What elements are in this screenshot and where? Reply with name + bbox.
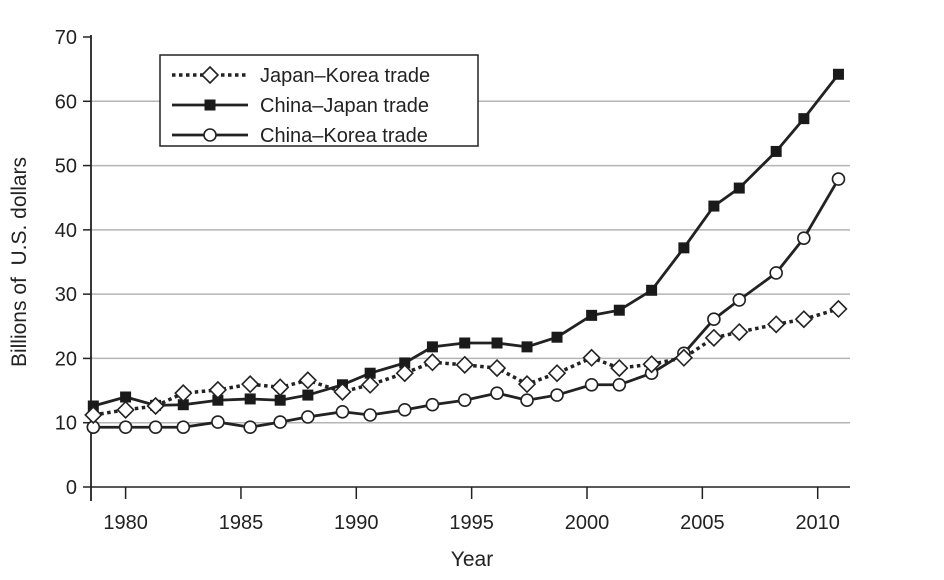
data-point-circle bbox=[769, 266, 783, 280]
data-point-square bbox=[798, 113, 810, 125]
x-tick-label: 1980 bbox=[103, 512, 148, 534]
data-point-square bbox=[399, 357, 411, 369]
data-point-diamond bbox=[547, 364, 567, 383]
legend-label: China–Korea trade bbox=[260, 125, 428, 147]
data-point-circle bbox=[273, 415, 287, 429]
data-point-circle bbox=[490, 386, 504, 400]
data-point-square bbox=[274, 394, 286, 406]
gridlines bbox=[91, 100, 850, 424]
axes: 0 10 20 30 40 50 60 70 1980 1985 1990 1995 2000 2005 2… bbox=[55, 27, 850, 534]
legend-label: Japan–Korea trade bbox=[260, 65, 430, 87]
data-point-diamond bbox=[767, 315, 786, 334]
data-point-square bbox=[426, 341, 438, 353]
y-tick-label: 0 bbox=[66, 477, 77, 499]
data-point-square bbox=[708, 200, 720, 212]
data-point-square bbox=[613, 304, 625, 316]
data-point-diamond bbox=[610, 358, 629, 378]
data-point-square bbox=[491, 337, 503, 349]
data-point-diamond bbox=[423, 353, 442, 372]
data-point-diamond bbox=[174, 384, 193, 403]
data-point-circle bbox=[457, 393, 472, 408]
data-point-square bbox=[212, 394, 224, 406]
data-point-diamond bbox=[455, 355, 474, 374]
data-point-circle bbox=[363, 408, 377, 422]
data-point-diamond bbox=[704, 328, 724, 347]
data-point-circle bbox=[335, 404, 350, 419]
data-point-square bbox=[678, 242, 690, 254]
data-point-square bbox=[302, 389, 314, 401]
y-tick-label: 10 bbox=[55, 413, 77, 435]
data-point-square bbox=[733, 182, 745, 194]
data-point-diamond bbox=[298, 371, 317, 390]
data-point-circle bbox=[148, 420, 163, 435]
data-point-circle bbox=[211, 415, 225, 429]
data-point-diamond bbox=[116, 400, 135, 419]
data-point-circle bbox=[612, 377, 627, 392]
y-tick-label: 50 bbox=[55, 156, 77, 178]
data-point-square bbox=[770, 145, 782, 157]
data-point-diamond bbox=[487, 358, 507, 378]
data-point-square bbox=[204, 99, 216, 111]
data-point-circle bbox=[425, 397, 440, 412]
data-point-square bbox=[177, 399, 189, 411]
data-point-circle bbox=[732, 293, 747, 307]
data-point-square bbox=[586, 309, 598, 321]
data-point-diamond bbox=[730, 322, 749, 342]
x-tick-label: 2010 bbox=[795, 512, 840, 534]
data-point-diamond bbox=[271, 378, 290, 397]
data-point-square bbox=[120, 391, 132, 403]
data-point-diamond bbox=[208, 380, 228, 400]
data-point-circle bbox=[118, 420, 133, 435]
data-point-circle bbox=[243, 420, 257, 435]
data-point-circle bbox=[584, 377, 599, 392]
data-point-square bbox=[364, 367, 376, 379]
data-point-diamond bbox=[200, 65, 220, 85]
data-point-diamond bbox=[395, 364, 414, 383]
data-point-diamond bbox=[146, 396, 165, 416]
data-point-square bbox=[551, 331, 563, 343]
data-point-diamond bbox=[84, 405, 103, 425]
data-point-square bbox=[832, 68, 844, 80]
data-point-diamond bbox=[241, 375, 260, 394]
legend: Japan–Korea trade China–Japan trade China–… bbox=[159, 54, 479, 147]
data-point-square bbox=[521, 341, 533, 353]
data-point-diamond bbox=[361, 375, 380, 394]
x-tick-label: 1990 bbox=[334, 512, 379, 534]
data-point-circle bbox=[797, 231, 811, 246]
y-tick-label: 30 bbox=[55, 284, 77, 306]
y-tick-label: 20 bbox=[55, 348, 77, 370]
x-tick-label: 1985 bbox=[219, 512, 264, 534]
y-tick-label: 70 bbox=[55, 27, 77, 49]
data-point-diamond bbox=[642, 355, 661, 374]
data-point-diamond bbox=[829, 299, 848, 319]
y-tick-label: 40 bbox=[55, 220, 77, 242]
data-point-circle bbox=[550, 388, 564, 402]
data-point-circle bbox=[203, 128, 217, 142]
data-point-circle bbox=[397, 403, 412, 417]
data-point-circle bbox=[301, 410, 315, 424]
series-0 bbox=[84, 299, 848, 425]
data-point-diamond bbox=[582, 348, 601, 367]
data-point-diamond bbox=[333, 382, 352, 401]
data-point-circle bbox=[176, 420, 191, 435]
series-2 bbox=[86, 172, 846, 435]
y-tick-label: 60 bbox=[55, 91, 77, 113]
data-point-circle bbox=[520, 393, 534, 408]
data-point-circle bbox=[831, 172, 846, 186]
x-tick-label: 2000 bbox=[565, 512, 610, 534]
data-point-square bbox=[646, 284, 658, 296]
data-point-diamond bbox=[674, 348, 694, 367]
data-point-square bbox=[244, 393, 256, 405]
data-point-circle bbox=[707, 312, 721, 327]
legend-label: China–Japan trade bbox=[260, 95, 429, 117]
y-axis-label: Billions of U.S. dollars bbox=[8, 157, 31, 367]
x-tick-label: 1995 bbox=[449, 512, 494, 534]
data-point-diamond bbox=[517, 375, 537, 394]
series-layer bbox=[84, 68, 848, 435]
data-point-square bbox=[459, 337, 471, 349]
x-tick-label: 2005 bbox=[680, 512, 725, 534]
x-axis-label: Year bbox=[451, 548, 493, 571]
data-point-diamond bbox=[794, 310, 813, 329]
